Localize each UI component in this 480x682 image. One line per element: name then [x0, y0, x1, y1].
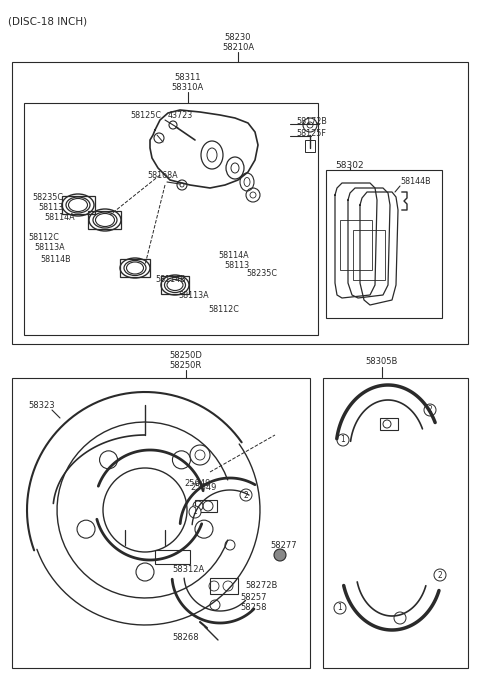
Circle shape	[154, 133, 164, 143]
Circle shape	[190, 445, 210, 465]
Circle shape	[240, 489, 252, 501]
Bar	[120, 259, 150, 277]
Text: 2: 2	[428, 406, 432, 415]
Bar	[380, 418, 398, 430]
Text: 58250R: 58250R	[170, 361, 202, 370]
Text: 58235C: 58235C	[246, 269, 277, 278]
Text: 58257: 58257	[240, 593, 266, 602]
Circle shape	[424, 404, 436, 416]
Text: 1: 1	[341, 436, 346, 445]
Text: 58210A: 58210A	[222, 42, 254, 52]
Bar	[155, 550, 190, 564]
Text: 58277: 58277	[270, 541, 297, 550]
Text: 58112C: 58112C	[28, 233, 59, 241]
Circle shape	[394, 612, 406, 624]
Circle shape	[334, 602, 346, 614]
Text: 58230: 58230	[225, 33, 251, 42]
Text: 2: 2	[244, 490, 248, 499]
Text: 58312A: 58312A	[172, 565, 204, 574]
Text: 2: 2	[438, 571, 443, 580]
Text: 58250D: 58250D	[169, 351, 203, 361]
Bar	[161, 276, 189, 294]
Text: 58305B: 58305B	[366, 357, 398, 366]
Text: 58323: 58323	[28, 400, 55, 409]
Text: 58172B: 58172B	[296, 117, 327, 126]
Text: 58258: 58258	[240, 604, 266, 612]
Text: 58113: 58113	[224, 261, 249, 269]
Circle shape	[337, 434, 349, 446]
Bar	[88, 211, 121, 229]
Text: 58113: 58113	[38, 203, 63, 211]
Bar	[62, 196, 95, 214]
Text: 43723: 43723	[168, 110, 193, 119]
Bar	[24, 103, 318, 335]
Text: 1: 1	[337, 604, 342, 612]
Text: 58311: 58311	[175, 74, 201, 83]
Text: 25649: 25649	[190, 482, 216, 492]
Bar	[195, 500, 217, 512]
Text: 58125F: 58125F	[296, 128, 326, 138]
Bar	[12, 378, 310, 668]
Text: 58268: 58268	[173, 634, 199, 642]
Text: 58144B: 58144B	[400, 177, 431, 186]
Bar	[353, 230, 385, 280]
Bar	[210, 578, 238, 594]
Text: 58112C: 58112C	[208, 306, 239, 314]
Text: 58114B: 58114B	[40, 256, 71, 265]
Text: 58310A: 58310A	[172, 83, 204, 91]
Text: 58168A: 58168A	[147, 171, 178, 181]
Bar	[323, 378, 468, 668]
Text: 58114A: 58114A	[218, 250, 249, 259]
Circle shape	[189, 506, 201, 518]
Text: (DISC-18 INCH): (DISC-18 INCH)	[8, 16, 87, 26]
Text: 25649: 25649	[184, 479, 210, 488]
Circle shape	[225, 540, 235, 550]
Text: 58235C: 58235C	[32, 192, 63, 201]
Text: 58114B: 58114B	[155, 276, 186, 284]
Text: 1: 1	[192, 507, 197, 516]
Text: 58114A: 58114A	[44, 213, 74, 222]
Bar	[12, 62, 468, 344]
Circle shape	[434, 569, 446, 581]
Bar	[305, 140, 315, 152]
Bar	[340, 220, 372, 270]
Text: 58113A: 58113A	[178, 291, 209, 299]
Circle shape	[210, 600, 220, 610]
Text: 58272B: 58272B	[245, 580, 277, 589]
Text: 58125C: 58125C	[130, 110, 161, 119]
Circle shape	[274, 549, 286, 561]
Bar	[326, 170, 442, 318]
Text: 58302: 58302	[336, 160, 364, 170]
Text: 58113A: 58113A	[34, 243, 65, 252]
